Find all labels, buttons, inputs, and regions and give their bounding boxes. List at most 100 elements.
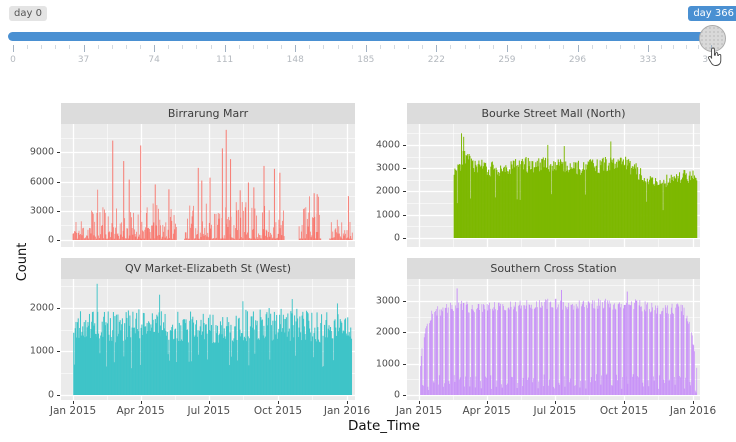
slider-tick-label: 148 bbox=[286, 55, 304, 65]
x-tick-mark bbox=[419, 401, 420, 404]
slider-tick-minor bbox=[591, 45, 593, 49]
y-tick-mark bbox=[403, 301, 406, 302]
slider-tick-major bbox=[13, 45, 14, 52]
facet-4: Southern Cross Station 0 1000 2000 3000 Jan 2… bbox=[376, 258, 716, 417]
x-tick-label: Jan 2015 bbox=[49, 405, 97, 417]
slider-tick-label: 333 bbox=[639, 55, 657, 65]
slider-tick-label: 222 bbox=[427, 55, 445, 65]
y-tick-mark bbox=[57, 152, 60, 153]
slider-tick-minor bbox=[267, 45, 269, 49]
y-tick-label: 6000 bbox=[29, 176, 54, 187]
x-tick-mark bbox=[73, 401, 74, 404]
slider-tick-major bbox=[577, 45, 579, 52]
y-tick-mark bbox=[57, 182, 60, 183]
slider-tick-minor bbox=[69, 45, 71, 49]
slider-max-badge: day 366 bbox=[688, 6, 736, 21]
x-tick-mark bbox=[693, 401, 694, 404]
slider-tick-minor bbox=[633, 45, 635, 49]
facet-plot-panel[interactable] bbox=[61, 279, 355, 400]
y-tick-mark bbox=[57, 395, 60, 396]
slider-tick-minor bbox=[422, 45, 424, 49]
slider-tick-minor bbox=[351, 45, 353, 49]
slider-tick-minor bbox=[698, 45, 700, 49]
y-tick-label: 2000 bbox=[375, 185, 400, 197]
y-tick-mark bbox=[403, 395, 406, 396]
x-tick-label: Jul 2015 bbox=[533, 405, 577, 417]
y-tick-label: 9000 bbox=[29, 146, 54, 158]
slider-tick-minor bbox=[281, 45, 283, 49]
x-tick-label: Jul 2015 bbox=[187, 405, 231, 417]
slider-tick-major bbox=[648, 45, 650, 52]
y-tick-mark bbox=[403, 332, 406, 333]
slider-tick-minor bbox=[41, 45, 43, 49]
y-tick-label: 1000 bbox=[29, 345, 54, 357]
facet-strip-title: Southern Cross Station bbox=[407, 258, 700, 279]
y-tick-mark bbox=[57, 211, 60, 212]
facet-plot-panel[interactable] bbox=[407, 279, 700, 400]
y-tick-mark bbox=[57, 240, 60, 241]
x-tick-label: Oct 2015 bbox=[599, 405, 649, 417]
y-tick-mark bbox=[403, 238, 406, 239]
slider-tick-major bbox=[365, 45, 367, 52]
slider-tick-label: 0 bbox=[10, 55, 16, 65]
x-tick-label: Apr 2015 bbox=[116, 405, 165, 417]
y-tick-label: 3000 bbox=[29, 205, 54, 217]
y-tick-mark bbox=[403, 364, 406, 365]
y-tick-label: 0 bbox=[47, 234, 54, 246]
slider-tick-minor bbox=[521, 45, 523, 49]
slider-tick-minor bbox=[111, 45, 113, 49]
y-tick-label: 2000 bbox=[29, 302, 54, 314]
slider-min-badge: day 0 bbox=[9, 6, 47, 21]
x-tick-mark bbox=[209, 401, 210, 404]
slider-tick-minor bbox=[379, 45, 381, 49]
y-tick-label: 1000 bbox=[375, 358, 400, 370]
slider-tick-minor bbox=[309, 45, 311, 49]
facet-2: Bourke Street Mall (North) 0 1000 2000 3000 4… bbox=[376, 103, 700, 247]
x-axis-title: Date_Time bbox=[348, 418, 421, 434]
slider-tick-minor bbox=[408, 45, 410, 49]
slider-tick-minor bbox=[450, 45, 452, 49]
slider-tick-minor bbox=[182, 45, 184, 49]
y-tick-mark bbox=[403, 145, 406, 146]
slider-tick-minor bbox=[55, 45, 57, 49]
slider-tick-minor bbox=[685, 45, 687, 49]
slider-tick-major bbox=[295, 45, 297, 52]
slider-tick-label: 37 bbox=[77, 55, 90, 65]
y-tick-mark bbox=[57, 351, 60, 352]
y-tick-mark bbox=[403, 215, 406, 216]
slider-tick-label: 111 bbox=[216, 55, 234, 65]
slider-tick-minor bbox=[660, 45, 662, 49]
x-tick-mark bbox=[347, 401, 348, 404]
slider-tick-major bbox=[154, 45, 156, 52]
slider-tick-minor bbox=[168, 45, 170, 49]
slider-tick-minor bbox=[323, 45, 325, 49]
facet-3: QV Market-Elizabeth St (West) 0 1000 2000 Ja… bbox=[30, 258, 370, 417]
x-tick-mark bbox=[278, 401, 279, 404]
slider-tick-minor bbox=[27, 45, 29, 49]
slider-tick-minor bbox=[337, 45, 339, 49]
slider-tick-minor bbox=[394, 45, 396, 49]
y-axis-title: Count bbox=[14, 242, 30, 282]
y-tick-label: 2000 bbox=[375, 326, 400, 338]
slider-tick-minor bbox=[464, 45, 466, 49]
y-tick-label: 0 bbox=[393, 389, 400, 401]
day-range-slider: day 0 day 366 0 37 74 111 148 185 222 259 296 333… bbox=[0, 0, 736, 80]
slider-tick-major bbox=[224, 45, 226, 52]
x-tick-label: Oct 2015 bbox=[253, 405, 303, 417]
slider-tick-minor bbox=[140, 45, 141, 49]
facet-strip-title: Bourke Street Mall (North) bbox=[407, 103, 700, 124]
y-tick-label: 3000 bbox=[375, 162, 400, 174]
facet-plot-panel[interactable] bbox=[61, 124, 355, 247]
slider-tick-minor bbox=[605, 45, 607, 49]
slider-tick-minor bbox=[252, 45, 254, 49]
y-tick-mark bbox=[403, 191, 406, 192]
slider-tick-minor bbox=[535, 45, 537, 49]
facet-strip-title: QV Market-Elizabeth St (West) bbox=[61, 258, 355, 279]
slider-tick-label: 259 bbox=[498, 55, 516, 65]
slider-tick-major bbox=[436, 45, 438, 52]
x-tick-label: Jan 2016 bbox=[323, 405, 371, 417]
facet-plot-panel[interactable] bbox=[407, 124, 700, 247]
y-tick-mark bbox=[403, 168, 406, 169]
slider-track[interactable] bbox=[8, 32, 718, 41]
